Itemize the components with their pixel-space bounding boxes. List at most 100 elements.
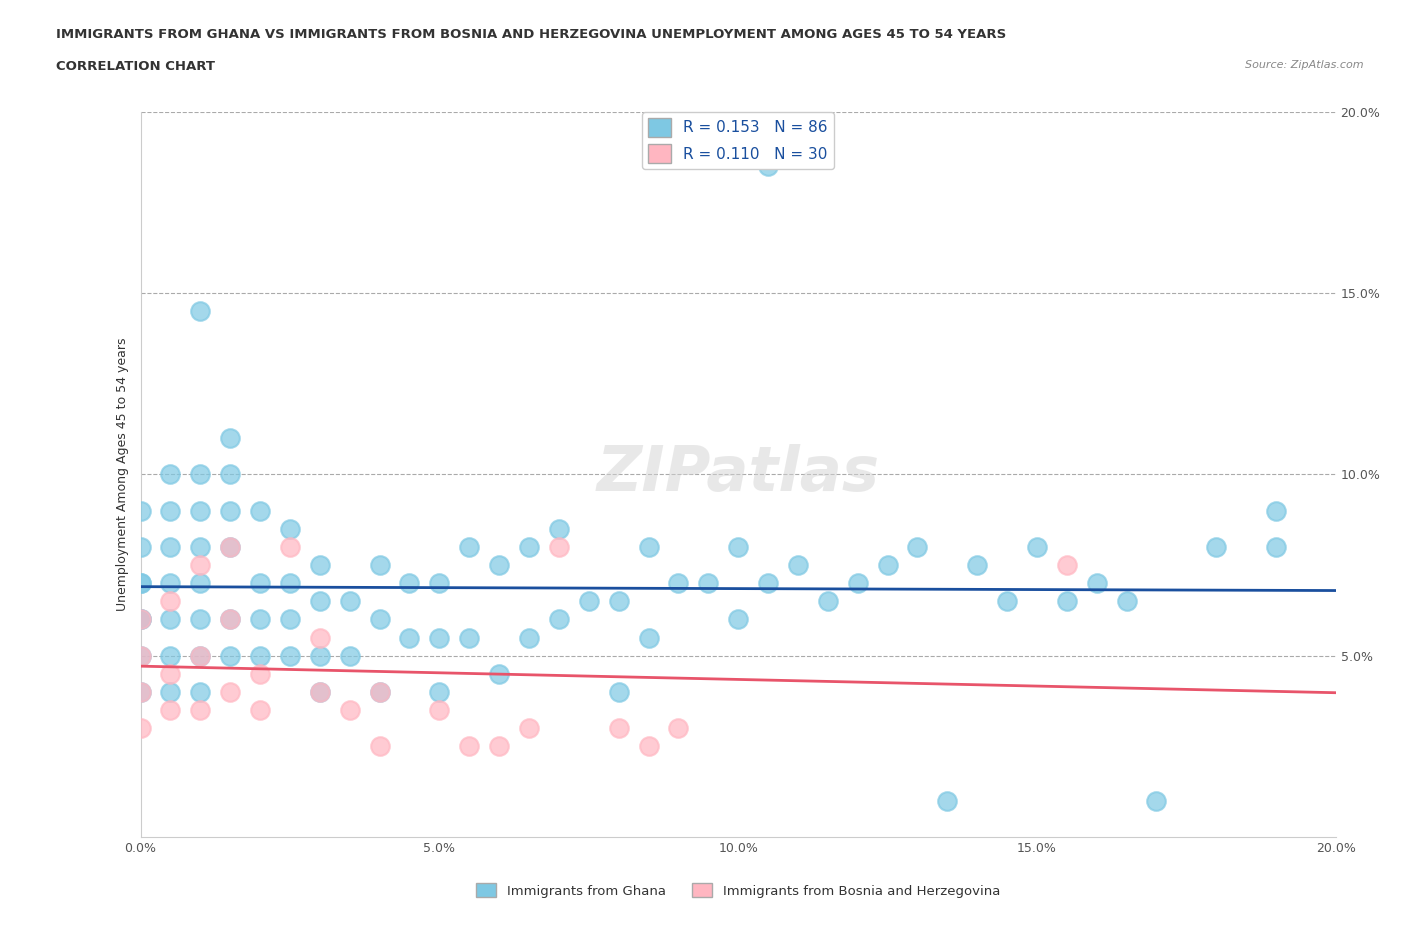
Immigrants from Bosnia and Herzegovina xyxy=(188,703,212,718)
Immigrants from Bosnia and Herzegovina xyxy=(309,631,332,645)
Immigrants from Ghana xyxy=(1056,594,1078,609)
Immigrants from Ghana xyxy=(756,576,779,591)
Immigrants from Ghana xyxy=(398,631,420,645)
Immigrants from Ghana xyxy=(846,576,869,591)
Immigrants from Ghana xyxy=(668,576,690,591)
Immigrants from Ghana xyxy=(787,558,810,573)
Immigrants from Ghana xyxy=(427,631,450,645)
Immigrants from Bosnia and Herzegovina xyxy=(309,684,332,699)
Immigrants from Ghana xyxy=(129,576,152,591)
Immigrants from Ghana xyxy=(1146,793,1168,808)
Immigrants from Ghana xyxy=(309,594,332,609)
Immigrants from Ghana xyxy=(129,612,152,627)
Immigrants from Bosnia and Herzegovina xyxy=(188,648,212,663)
Text: ZIPatlas: ZIPatlas xyxy=(596,445,880,504)
Immigrants from Ghana xyxy=(727,612,749,627)
Immigrants from Bosnia and Herzegovina xyxy=(219,684,242,699)
Immigrants from Ghana xyxy=(756,158,779,173)
Y-axis label: Unemployment Among Ages 45 to 54 years: Unemployment Among Ages 45 to 54 years xyxy=(117,338,129,611)
Immigrants from Ghana xyxy=(1265,503,1288,518)
Immigrants from Ghana xyxy=(309,558,332,573)
Immigrants from Ghana xyxy=(159,503,181,518)
Immigrants from Ghana xyxy=(278,576,301,591)
Immigrants from Ghana xyxy=(129,648,152,663)
Immigrants from Ghana xyxy=(427,576,450,591)
Immigrants from Ghana xyxy=(368,558,391,573)
Immigrants from Bosnia and Herzegovina xyxy=(637,738,659,753)
Immigrants from Bosnia and Herzegovina xyxy=(249,703,271,718)
Immigrants from Ghana xyxy=(727,539,749,554)
Immigrants from Ghana xyxy=(309,684,332,699)
Immigrants from Ghana xyxy=(188,612,212,627)
Immigrants from Bosnia and Herzegovina xyxy=(607,721,630,736)
Immigrants from Ghana xyxy=(817,594,839,609)
Immigrants from Ghana xyxy=(458,539,481,554)
Immigrants from Ghana xyxy=(637,631,659,645)
Immigrants from Bosnia and Herzegovina xyxy=(488,738,510,753)
Immigrants from Ghana xyxy=(249,648,271,663)
Immigrants from Ghana xyxy=(607,594,630,609)
Immigrants from Ghana xyxy=(159,684,181,699)
Immigrants from Bosnia and Herzegovina xyxy=(129,612,152,627)
Immigrants from Ghana xyxy=(607,684,630,699)
Immigrants from Bosnia and Herzegovina xyxy=(458,738,481,753)
Immigrants from Ghana xyxy=(159,539,181,554)
Immigrants from Ghana xyxy=(517,631,540,645)
Immigrants from Ghana xyxy=(159,576,181,591)
Immigrants from Ghana xyxy=(129,684,152,699)
Immigrants from Ghana xyxy=(219,503,242,518)
Immigrants from Ghana xyxy=(188,539,212,554)
Immigrants from Ghana xyxy=(219,431,242,445)
Immigrants from Ghana xyxy=(309,648,332,663)
Text: CORRELATION CHART: CORRELATION CHART xyxy=(56,60,215,73)
Immigrants from Ghana xyxy=(548,612,571,627)
Immigrants from Ghana xyxy=(129,612,152,627)
Immigrants from Ghana xyxy=(578,594,600,609)
Immigrants from Ghana xyxy=(159,648,181,663)
Immigrants from Ghana xyxy=(368,684,391,699)
Immigrants from Ghana xyxy=(129,539,152,554)
Immigrants from Ghana xyxy=(1205,539,1227,554)
Immigrants from Ghana xyxy=(488,558,510,573)
Immigrants from Bosnia and Herzegovina xyxy=(368,684,391,699)
Immigrants from Ghana xyxy=(188,576,212,591)
Immigrants from Ghana xyxy=(278,521,301,536)
Immigrants from Ghana xyxy=(995,594,1018,609)
Immigrants from Bosnia and Herzegovina xyxy=(427,703,450,718)
Immigrants from Bosnia and Herzegovina xyxy=(668,721,690,736)
Immigrants from Bosnia and Herzegovina xyxy=(188,558,212,573)
Immigrants from Bosnia and Herzegovina xyxy=(548,539,571,554)
Immigrants from Ghana xyxy=(458,631,481,645)
Immigrants from Ghana xyxy=(188,503,212,518)
Immigrants from Ghana xyxy=(517,539,540,554)
Immigrants from Ghana xyxy=(368,612,391,627)
Immigrants from Ghana xyxy=(936,793,959,808)
Immigrants from Ghana xyxy=(1026,539,1049,554)
Immigrants from Ghana xyxy=(876,558,898,573)
Immigrants from Ghana xyxy=(188,684,212,699)
Immigrants from Ghana xyxy=(966,558,988,573)
Immigrants from Ghana xyxy=(129,503,152,518)
Immigrants from Bosnia and Herzegovina xyxy=(368,738,391,753)
Immigrants from Ghana xyxy=(339,648,361,663)
Immigrants from Ghana xyxy=(188,303,212,318)
Immigrants from Ghana xyxy=(249,503,271,518)
Immigrants from Ghana xyxy=(219,467,242,482)
Immigrants from Bosnia and Herzegovina xyxy=(129,648,152,663)
Immigrants from Ghana xyxy=(488,666,510,681)
Immigrants from Bosnia and Herzegovina xyxy=(1056,558,1078,573)
Immigrants from Ghana xyxy=(427,684,450,699)
Immigrants from Bosnia and Herzegovina xyxy=(219,539,242,554)
Immigrants from Ghana xyxy=(188,648,212,663)
Immigrants from Bosnia and Herzegovina xyxy=(159,703,181,718)
Immigrants from Ghana xyxy=(278,612,301,627)
Immigrants from Bosnia and Herzegovina xyxy=(129,721,152,736)
Immigrants from Ghana xyxy=(219,648,242,663)
Immigrants from Ghana xyxy=(1115,594,1137,609)
Text: Source: ZipAtlas.com: Source: ZipAtlas.com xyxy=(1246,60,1364,71)
Immigrants from Ghana xyxy=(249,576,271,591)
Immigrants from Ghana xyxy=(159,612,181,627)
Immigrants from Ghana xyxy=(1085,576,1108,591)
Immigrants from Bosnia and Herzegovina xyxy=(129,684,152,699)
Immigrants from Ghana xyxy=(398,576,420,591)
